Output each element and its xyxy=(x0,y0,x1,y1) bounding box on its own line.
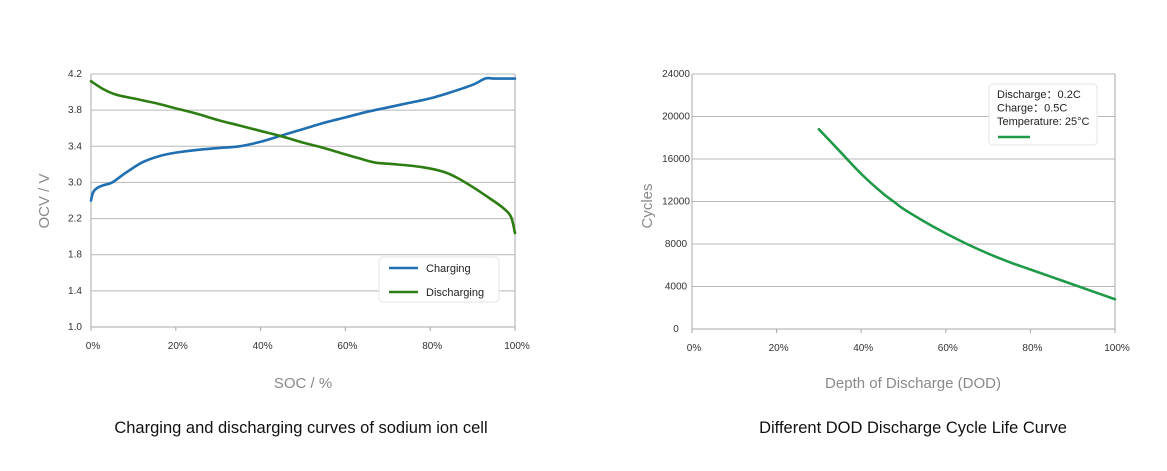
legend-label: Discharge：0.2C xyxy=(997,89,1081,101)
y-tick-label: 4.2 xyxy=(68,69,82,80)
grid-lines xyxy=(91,73,515,292)
y-tick-labels: 24000 20000 16000 12000 8000 4000 0 xyxy=(662,69,690,335)
x-tick-label: 40% xyxy=(853,343,873,354)
x-tick-label: 40% xyxy=(253,341,273,352)
x-tick-label: 80% xyxy=(1022,343,1042,354)
y-tick-label: 1.0 xyxy=(68,322,82,333)
x-tick-label: 80% xyxy=(422,341,442,352)
y-tick-label: 3.0 xyxy=(68,177,82,188)
x-tick-label: 0% xyxy=(86,341,101,352)
y-tick-label: 0 xyxy=(673,324,679,335)
x-tick-label: 20% xyxy=(168,341,188,352)
x-tick-labels: 0% 20% 40% 60% 80% 100% xyxy=(687,329,1130,354)
y-tick-label: 16000 xyxy=(662,154,690,165)
y-tick-label: 1.4 xyxy=(68,286,82,297)
axes xyxy=(691,74,1116,330)
y-tick-label: 24000 xyxy=(662,69,690,80)
legend: Charging Discharging xyxy=(378,256,500,303)
x-tick-label: 0% xyxy=(687,343,702,354)
x-tick-label: 100% xyxy=(1104,343,1130,354)
soc-ocv-chart: 4.2 3.8 3.4 3.0 2.2 1.8 1.4 1.0 0% 20% 40% 60% 80% 1… xyxy=(36,69,530,437)
y-tick-label: 12000 xyxy=(662,197,690,208)
x-axis-title: Depth of Discharge (DOD) xyxy=(825,375,1001,392)
series-line-cycle-life xyxy=(817,127,1117,301)
y-tick-labels: 4.2 3.8 3.4 3.0 2.2 1.8 1.4 1.0 xyxy=(68,69,82,333)
y-tick-label: 8000 xyxy=(665,239,688,250)
y-tick-label: 2.2 xyxy=(68,214,82,225)
legend-label: Discharging xyxy=(426,287,484,299)
legend-box xyxy=(988,83,1098,146)
x-tick-label: 100% xyxy=(504,341,530,352)
y-axis-title: Cycles xyxy=(639,183,656,228)
y-tick-label: 20000 xyxy=(662,112,690,123)
dod-cycle-life-chart: 24000 20000 16000 12000 8000 4000 0 0% 20% 40% 60… xyxy=(639,69,1130,437)
series-lines xyxy=(817,127,1117,301)
chart-caption: Different DOD Discharge Cycle Life Curve xyxy=(759,419,1067,437)
y-tick-label: 4000 xyxy=(665,282,688,293)
series-line-charging xyxy=(89,76,517,202)
legend-label: Charge：0.5C xyxy=(997,103,1067,115)
series-lines xyxy=(89,76,517,235)
x-tick-label: 60% xyxy=(337,341,357,352)
legend-label: Charging xyxy=(426,263,471,275)
series-line-discharging xyxy=(89,79,517,235)
y-tick-label: 3.4 xyxy=(68,141,82,152)
chart-caption: Charging and discharging curves of sodiu… xyxy=(114,419,487,437)
y-axis-title: OCV / V xyxy=(36,173,53,228)
x-axis-title: SOC / % xyxy=(274,375,332,392)
x-tick-label: 60% xyxy=(938,343,958,354)
x-tick-label: 20% xyxy=(769,343,789,354)
x-tick-labels: 0% 20% 40% 60% 80% 100% xyxy=(86,327,530,352)
legend-label: Temperature: 25°C xyxy=(997,116,1089,128)
y-tick-label: 3.8 xyxy=(68,105,82,116)
y-tick-label: 1.8 xyxy=(68,250,82,261)
